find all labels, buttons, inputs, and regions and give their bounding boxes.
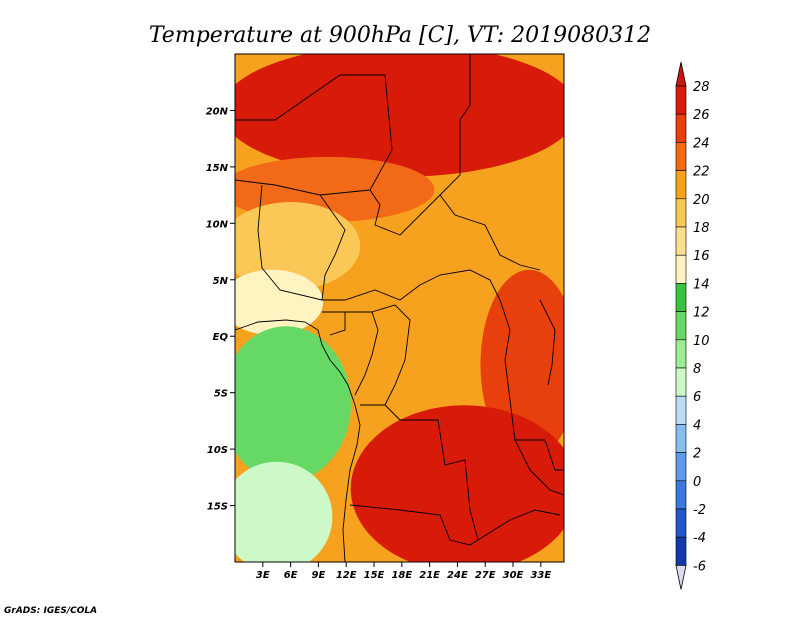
border (384, 404, 479, 541)
map-panel: 3E 6E 9E 12E 15E 18E 21E 24E 27E 30E 33E 20N 15N 10N… (206, 53, 565, 581)
colorbar-tick-label: -4 (693, 531, 706, 546)
coastline (235, 319, 361, 562)
border (349, 504, 561, 546)
x-tick-label: 30E (503, 570, 524, 581)
field-region-benguela-cold (235, 461, 333, 562)
country-borders (235, 54, 564, 562)
border (235, 179, 371, 196)
colorbar-tick-label: 16 (693, 249, 710, 264)
temperature-field (235, 54, 564, 562)
y-tick-label: 20N (206, 106, 229, 117)
border (439, 54, 471, 196)
colorbar-swatch (675, 480, 687, 510)
y-axis: 20N 15N 10N 5N EQ 5S 10S 15S (206, 106, 235, 513)
x-tick-label: 27E (475, 570, 496, 581)
map-frame (234, 53, 565, 563)
colorbar-swatch (675, 367, 687, 397)
border (322, 311, 379, 396)
colorbar-swatch (675, 85, 687, 115)
border (515, 439, 564, 471)
border (369, 189, 441, 236)
border (439, 194, 541, 271)
colorbar-tick-label: 8 (693, 362, 701, 377)
field-region-atlantic-cool (235, 326, 351, 482)
colorbar-tick-label: 6 (693, 390, 701, 405)
colorbar-tick-label: -2 (693, 503, 706, 518)
y-tick-label: 5N (213, 276, 229, 287)
border (257, 184, 323, 301)
field-region-sahara-north (235, 54, 564, 177)
x-tick-label: 21E (419, 570, 440, 581)
y-tick-label: 15S (207, 502, 228, 513)
colorbar-swatch (675, 339, 687, 369)
colorbar-swatch (675, 170, 687, 200)
colorbar-swatch (675, 198, 687, 228)
colorbar-swatch (675, 226, 687, 256)
colorbar-swatch (675, 508, 687, 538)
colorbar-tick-label: 4 (693, 418, 701, 433)
colorbar-tick-label: 18 (693, 221, 710, 236)
colorbar-bottom-arrow (675, 565, 687, 590)
colorbar-tick-label: 24 (693, 136, 710, 151)
x-tick-label: 6E (284, 570, 298, 581)
colorbar-tick-label: 14 (693, 277, 710, 292)
colorbar-tick-label: 12 (693, 306, 710, 321)
x-tick-label: 3E (256, 570, 270, 581)
colorbar-swatch (675, 254, 687, 284)
colorbar-tick-label: 0 (693, 475, 701, 490)
colorbar-tick-label: 26 (693, 108, 710, 123)
y-tick-label: 10S (207, 445, 228, 456)
x-tick-label: 33E (530, 570, 551, 581)
field-region-gulf-coast (235, 269, 324, 335)
border (499, 299, 564, 496)
colorbar-swatch (675, 311, 687, 341)
colorbar-swatch (675, 283, 687, 312)
border (539, 299, 556, 386)
colorbar-swatch (675, 395, 687, 425)
y-tick-label: 5S (214, 389, 228, 400)
colorbar-swatch (675, 142, 687, 171)
x-tick-label: 18E (391, 570, 412, 581)
y-tick-label: 15N (206, 163, 229, 174)
x-tick-label: 12E (336, 570, 357, 581)
colorbar-tick-label: 28 (693, 80, 710, 95)
x-axis: 3E 6E 9E 12E 15E 18E 21E 24E 27E 30E 33E (256, 562, 551, 581)
colorbar-tick-label: 2 (693, 447, 701, 462)
border (322, 269, 501, 301)
colorbar-tick-label: 10 (693, 334, 710, 349)
border (235, 74, 393, 191)
border (329, 312, 346, 336)
field-region-southern-africa (350, 405, 564, 562)
x-tick-label: 24E (447, 570, 468, 581)
colorbar-swatch (675, 424, 687, 453)
x-tick-label: 15E (364, 570, 385, 581)
colorbar-tick-label: 20 (693, 193, 710, 208)
x-tick-label: 9E (312, 570, 326, 581)
field-region-central-basin (341, 247, 528, 426)
colorbar-top-arrow (675, 61, 687, 87)
colorbar-swatch (675, 536, 687, 566)
colorbar-tick-label: -6 (693, 559, 706, 574)
credit-text: GrADS: IGES/COLA (4, 606, 97, 616)
y-tick-label: EQ (213, 332, 229, 343)
y-tick-label: 10N (206, 219, 229, 230)
colorbar-tick-label: 22 (693, 165, 710, 180)
chart-title: Temperature at 900hPa [C], VT: 201908031… (149, 23, 651, 48)
colorbar-swatch (675, 452, 687, 482)
colorbar-swatch (675, 113, 687, 143)
border (319, 194, 346, 301)
